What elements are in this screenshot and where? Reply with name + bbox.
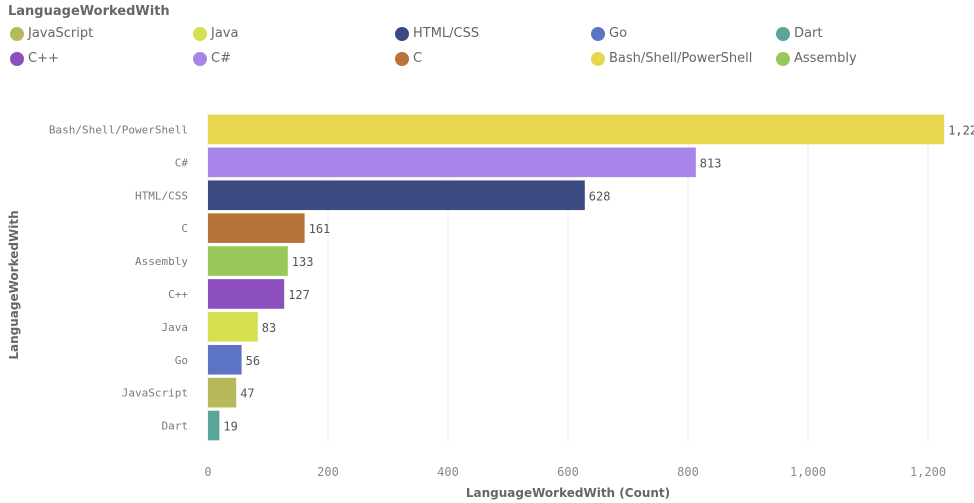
y-tick-label: Go — [175, 354, 188, 367]
y-tick-label: C — [181, 222, 188, 235]
legend-label: C — [413, 51, 423, 66]
legend-label: HTML/CSS — [413, 26, 480, 41]
data-label: 161 — [309, 222, 331, 236]
legend-swatch-icon — [193, 26, 207, 41]
legend-item[interactable]: Go — [591, 26, 627, 41]
bar — [208, 147, 696, 178]
y-tick-label: C++ — [168, 288, 188, 301]
x-axis-title: LanguageWorkedWith (Count) — [465, 486, 671, 500]
legend-label: Bash/Shell/PowerShell — [609, 51, 753, 66]
legend-item[interactable]: JavaScript — [10, 26, 93, 41]
legend-item[interactable]: C# — [193, 51, 231, 66]
data-label: 1,227 — [948, 123, 974, 137]
legend-label: JavaScript — [28, 26, 94, 41]
legend-label: C# — [211, 51, 231, 66]
bar — [208, 377, 237, 408]
legend-label: Assembly — [794, 51, 857, 66]
y-tick-label: Dart — [162, 420, 189, 433]
legend-item[interactable]: C — [395, 51, 422, 66]
y-tick-label: HTML/CSS — [135, 189, 188, 202]
bar — [208, 312, 258, 342]
y-tick-label: Java — [162, 321, 189, 334]
data-label: 19 — [223, 420, 237, 434]
data-label: 83 — [262, 321, 276, 335]
legend-label: Go — [609, 26, 628, 41]
legend-swatch-icon — [10, 51, 24, 66]
bar — [208, 410, 220, 441]
legend-item[interactable]: Bash/Shell/PowerShell — [591, 51, 752, 66]
legend-item[interactable]: HTML/CSS — [395, 26, 479, 41]
y-axis-title: LanguageWorkedWith — [7, 210, 21, 360]
legend-swatch-icon — [395, 51, 409, 66]
x-tick-label: 400 — [437, 465, 459, 479]
x-tick-label: 1,200 — [910, 465, 946, 479]
legend-swatch-icon — [591, 26, 605, 41]
y-tick-label: Assembly — [135, 255, 188, 268]
legend-label: Dart — [794, 26, 823, 41]
data-label: 56 — [246, 354, 260, 368]
legend-item[interactable]: Dart — [776, 26, 822, 41]
legend-item[interactable]: C++ — [10, 51, 59, 66]
legend-item[interactable]: Assembly — [776, 51, 857, 66]
legend-swatch-icon — [591, 51, 605, 66]
bar — [208, 279, 285, 309]
legend: JavaScript Java HTML/CSS Go Dart C++ C# C Bash/S… — [10, 26, 970, 74]
legend-item[interactable]: Java — [193, 26, 238, 41]
legend-swatch-icon — [776, 26, 790, 41]
bar — [208, 114, 945, 145]
y-tick-label: Bash/Shell/PowerShell — [49, 123, 188, 136]
bar — [208, 344, 242, 375]
legend-swatch-icon — [193, 51, 207, 66]
data-label: 47 — [240, 387, 254, 401]
x-tick-label: 800 — [677, 465, 699, 479]
data-label: 628 — [589, 189, 611, 203]
data-label: 133 — [292, 255, 314, 269]
legend-swatch-icon — [776, 51, 790, 66]
y-tick-label: C# — [175, 156, 189, 169]
bar — [208, 213, 305, 243]
x-tick-label: 600 — [557, 465, 579, 479]
bar — [208, 246, 288, 276]
y-tick-label: JavaScript — [122, 387, 188, 400]
bar — [208, 180, 585, 211]
legend-title: LanguageWorkedWith — [8, 4, 170, 19]
legend-label: Java — [211, 26, 239, 41]
x-tick-label: 0 — [204, 465, 211, 479]
data-label: 813 — [700, 156, 722, 170]
legend-label: C++ — [28, 51, 59, 66]
x-tick-label: 1,000 — [790, 465, 826, 479]
legend-swatch-icon — [395, 26, 409, 41]
legend-swatch-icon — [10, 26, 24, 41]
x-tick-label: 200 — [317, 465, 339, 479]
data-label: 127 — [288, 288, 310, 302]
